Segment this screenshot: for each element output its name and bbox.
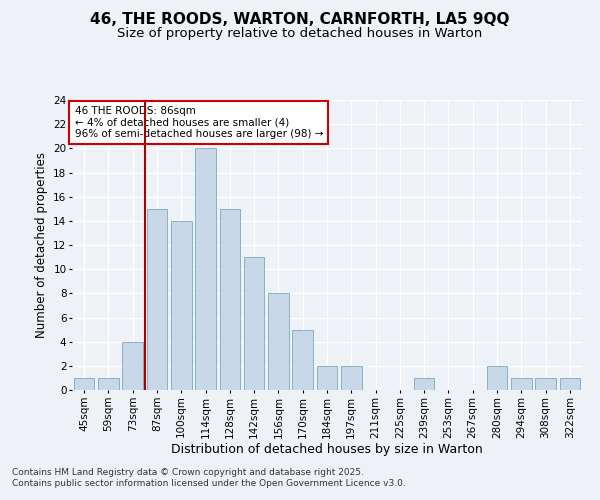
- Bar: [317, 366, 337, 390]
- Bar: [98, 378, 119, 390]
- Text: Size of property relative to detached houses in Warton: Size of property relative to detached ho…: [118, 28, 482, 40]
- Bar: [292, 330, 313, 390]
- Text: Contains HM Land Registry data © Crown copyright and database right 2025.
Contai: Contains HM Land Registry data © Crown c…: [12, 468, 406, 487]
- Text: 46 THE ROODS: 86sqm
← 4% of detached houses are smaller (4)
96% of semi-detached: 46 THE ROODS: 86sqm ← 4% of detached hou…: [74, 106, 323, 139]
- X-axis label: Distribution of detached houses by size in Warton: Distribution of detached houses by size …: [171, 443, 483, 456]
- Y-axis label: Number of detached properties: Number of detached properties: [35, 152, 47, 338]
- Bar: [122, 342, 143, 390]
- Bar: [414, 378, 434, 390]
- Bar: [244, 257, 265, 390]
- Bar: [195, 148, 216, 390]
- Bar: [560, 378, 580, 390]
- Bar: [171, 221, 191, 390]
- Bar: [535, 378, 556, 390]
- Bar: [220, 209, 240, 390]
- Bar: [341, 366, 362, 390]
- Bar: [487, 366, 508, 390]
- Text: 46, THE ROODS, WARTON, CARNFORTH, LA5 9QQ: 46, THE ROODS, WARTON, CARNFORTH, LA5 9Q…: [90, 12, 510, 28]
- Bar: [146, 209, 167, 390]
- Bar: [511, 378, 532, 390]
- Bar: [268, 294, 289, 390]
- Bar: [74, 378, 94, 390]
